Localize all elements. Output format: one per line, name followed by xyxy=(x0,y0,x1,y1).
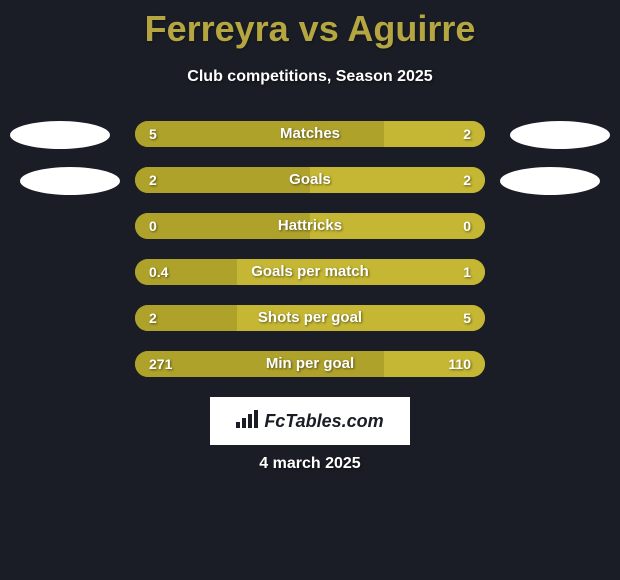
stat-row: Matches5 2 xyxy=(0,121,620,147)
stat-value-left: 271 xyxy=(149,351,172,377)
chart-icon xyxy=(236,410,258,433)
page-title: Ferreyra vs Aguirre xyxy=(0,0,620,50)
stat-row: Min per goal271 110 xyxy=(0,351,620,377)
logo-box[interactable]: FcTables.com xyxy=(210,397,410,445)
date-label: 4 march 2025 xyxy=(259,455,360,473)
stat-value-left: 2 xyxy=(149,305,157,331)
stat-value-right: 0 xyxy=(463,213,471,239)
stat-bar: Shots per goal2 5 xyxy=(135,305,485,331)
stat-row: Shots per goal2 5 xyxy=(0,305,620,331)
stat-row: Hattricks0 0 xyxy=(0,213,620,239)
stat-label: Min per goal xyxy=(135,351,485,377)
stat-label: Shots per goal xyxy=(135,305,485,331)
logo-text: FcTables.com xyxy=(264,411,383,432)
stat-value-left: 5 xyxy=(149,121,157,147)
stat-value-right: 1 xyxy=(463,259,471,285)
stat-value-left: 0 xyxy=(149,213,157,239)
stat-value-right: 110 xyxy=(448,351,471,377)
stat-value-right: 2 xyxy=(463,121,471,147)
stat-value-left: 2 xyxy=(149,167,157,193)
subtitle: Club competitions, Season 2025 xyxy=(0,68,620,86)
stat-value-left: 0.4 xyxy=(149,259,168,285)
stat-label: Goals per match xyxy=(135,259,485,285)
stat-label: Matches xyxy=(135,121,485,147)
stat-label: Hattricks xyxy=(135,213,485,239)
stat-value-right: 5 xyxy=(463,305,471,331)
stat-row: Goals per match0.4 1 xyxy=(0,259,620,285)
stats-container: Matches52Goals22Hattricks00Goals per mat… xyxy=(0,121,620,377)
stat-label: Goals xyxy=(135,167,485,193)
stat-bar: Goals per match0.4 1 xyxy=(135,259,485,285)
stat-row: Goals2 2 xyxy=(0,167,620,193)
stat-bar: Hattricks0 0 xyxy=(135,213,485,239)
stat-bar: Matches5 2 xyxy=(135,121,485,147)
stat-bar: Goals2 2 xyxy=(135,167,485,193)
stat-value-right: 2 xyxy=(463,167,471,193)
stat-bar: Min per goal271 110 xyxy=(135,351,485,377)
